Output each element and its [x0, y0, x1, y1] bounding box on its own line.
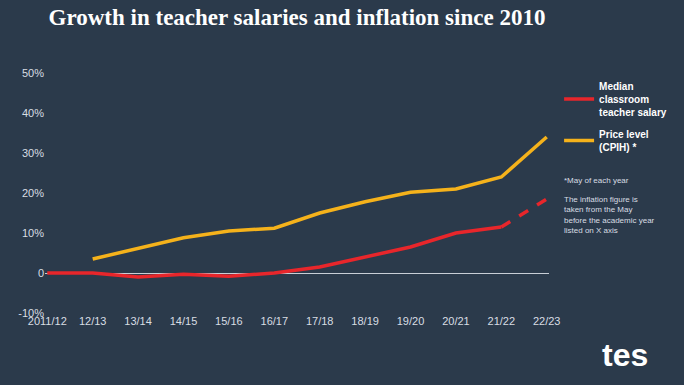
svg-text:18/19: 18/19	[351, 315, 379, 327]
svg-text:14/15: 14/15	[170, 315, 198, 327]
svg-text:Price level(CPIH) *: Price level(CPIH) *	[599, 129, 649, 153]
svg-text:-10%: -10%	[18, 307, 44, 319]
svg-text:22/23: 22/23	[533, 315, 561, 327]
svg-text:19/20: 19/20	[397, 315, 425, 327]
svg-text:tes: tes	[602, 337, 648, 373]
svg-text:2011/12: 2011/12	[28, 315, 67, 327]
svg-text:17/18: 17/18	[306, 315, 334, 327]
svg-text:Growth in teacher salaries and: Growth in teacher salaries and inflation…	[49, 5, 546, 30]
svg-text:20/21: 20/21	[442, 315, 470, 327]
svg-text:13/14: 13/14	[124, 315, 152, 327]
svg-text:50%: 50%	[22, 67, 44, 79]
svg-text:15/16: 15/16	[215, 315, 243, 327]
svg-text:10%: 10%	[22, 227, 44, 239]
svg-text:20%: 20%	[22, 187, 44, 199]
svg-text:*May of each year: *May of each year	[564, 176, 629, 185]
svg-text:16/17: 16/17	[261, 315, 289, 327]
svg-text:30%: 30%	[22, 147, 44, 159]
svg-text:21/22: 21/22	[488, 315, 516, 327]
svg-text:Medianclassroomteacher salary: Medianclassroomteacher salary	[599, 81, 667, 118]
svg-text:40%: 40%	[22, 107, 44, 119]
svg-text:12/13: 12/13	[79, 315, 107, 327]
svg-text:The inflation figure istaken f: The inflation figure istaken from the Ma…	[564, 195, 655, 235]
svg-text:0: 0	[38, 267, 44, 279]
